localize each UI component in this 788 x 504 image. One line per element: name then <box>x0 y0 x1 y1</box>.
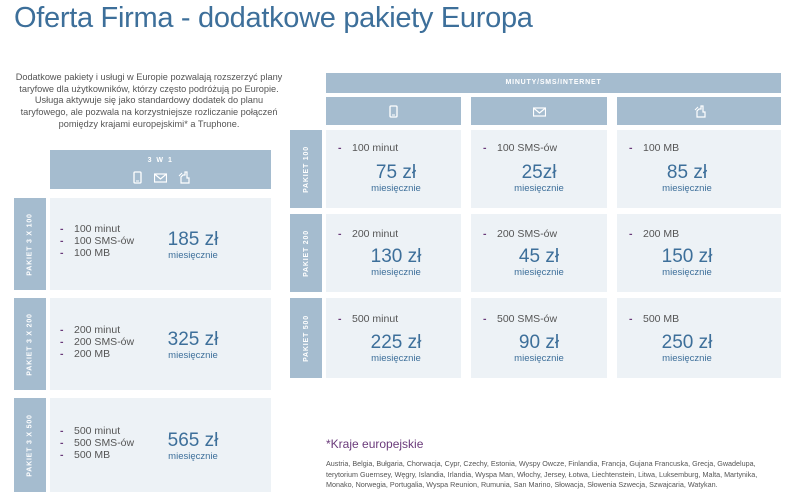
bundle-item-list: -100 minut -100 SMS-ów -100 MB <box>60 223 135 259</box>
matrix-cell-item: 100 MB <box>643 142 680 154</box>
bundle-item-list: -500 minut -500 SMS-ów -500 MB <box>60 425 135 461</box>
matrix-cell-item: 100 minut <box>352 142 399 154</box>
matrix-column-header <box>471 97 607 125</box>
data-hand-icon <box>693 104 706 118</box>
matrix-cell-price: 85 zł miesięcznie <box>662 162 712 194</box>
matrix-cell-item: 500 SMS-ów <box>497 313 558 325</box>
matrix-row-label: PAKIET 200 <box>290 214 322 292</box>
matrix-cell-item: 200 minut <box>352 228 399 240</box>
bundle-package-card: -100 minut -100 SMS-ów -100 MB 185 zł mi… <box>50 198 271 290</box>
footnote-text: Austria, Belgia, Bułgaria, Chorwacja, Cy… <box>326 459 758 489</box>
bundle-price: 565 zł miesięcznie <box>167 430 219 463</box>
page-title: Oferta Firma - dodatkowe pakiety Europa <box>14 2 533 34</box>
matrix-cell: -100 minut 75 zł miesięcznie <box>326 130 461 208</box>
matrix-header-label: MINUTY/SMS/INTERNET <box>505 79 602 86</box>
bundle-package-card: -200 minut -200 SMS-ów -200 MB 325 zł mi… <box>50 298 271 390</box>
matrix-cell: -100 MB 85 zł miesięcznie <box>617 130 781 208</box>
bundle-price: 185 zł miesięcznie <box>167 229 219 262</box>
phone-icon <box>389 104 398 118</box>
matrix-cell: -500 minut 225 zł miesięcznie <box>326 298 461 378</box>
matrix-cell: -500 MB 250 zł miesięcznie <box>617 298 781 378</box>
matrix-cell-item: 500 MB <box>643 313 680 325</box>
phone-icon <box>132 171 142 184</box>
matrix-cell-price: 250 zł miesięcznie <box>661 332 713 364</box>
matrix-cell-price: 225 zł miesięcznie <box>370 332 422 364</box>
matrix-row-label: PAKIET 100 <box>290 130 322 208</box>
bundle-package-label: PAKIET 3 X 500 <box>14 398 46 492</box>
bundle-price: 325 zł miesięcznie <box>167 329 219 362</box>
bundle-header: 3 W 1 <box>50 150 271 189</box>
matrix-header: MINUTY/SMS/INTERNET <box>326 73 781 93</box>
matrix-cell: -500 SMS-ów 90 zł miesięcznie <box>471 298 607 378</box>
matrix-cell-price: 25zł miesięcznie <box>514 162 564 194</box>
matrix-row-label: PAKIET 500 <box>290 298 322 378</box>
matrix-cell-price: 45 zł miesięcznie <box>514 246 564 278</box>
matrix-cell-item: 100 SMS-ów <box>497 142 558 154</box>
bundle-package-label: PAKIET 3 X 100 <box>14 198 46 290</box>
matrix-column-header <box>617 97 781 125</box>
intro-text: Dodatkowe pakiety i usługi w Europie poz… <box>15 72 283 129</box>
bundle-item-list: -200 minut -200 SMS-ów -200 MB <box>60 324 135 360</box>
matrix-column-header <box>326 97 461 125</box>
data-hand-icon <box>178 171 191 184</box>
matrix-cell-price: 75 zł miesięcznie <box>371 162 421 194</box>
matrix-cell-item: 200 MB <box>643 228 680 240</box>
footnote-title: *Kraje europejskie <box>326 437 424 451</box>
bundle-package-card: -500 minut -500 SMS-ów -500 MB 565 zł mi… <box>50 398 271 492</box>
matrix-cell-price: 150 zł miesięcznie <box>661 246 713 278</box>
matrix-cell: -200 SMS-ów 45 zł miesięcznie <box>471 214 607 292</box>
matrix-cell: -200 MB 150 zł miesięcznie <box>617 214 781 292</box>
matrix-cell: -100 SMS-ów 25zł miesięcznie <box>471 130 607 208</box>
matrix-cell-price: 130 zł miesięcznie <box>370 246 422 278</box>
matrix-cell: -200 minut 130 zł miesięcznie <box>326 214 461 292</box>
envelope-icon <box>154 173 167 183</box>
matrix-cell-item: 500 minut <box>352 313 399 325</box>
bundle-header-label: 3 W 1 <box>147 157 174 164</box>
bundle-package-label: PAKIET 3 X 200 <box>14 298 46 390</box>
matrix-cell-price: 90 zł miesięcznie <box>514 332 564 364</box>
envelope-icon <box>532 106 546 117</box>
matrix-cell-item: 200 SMS-ów <box>497 228 558 240</box>
